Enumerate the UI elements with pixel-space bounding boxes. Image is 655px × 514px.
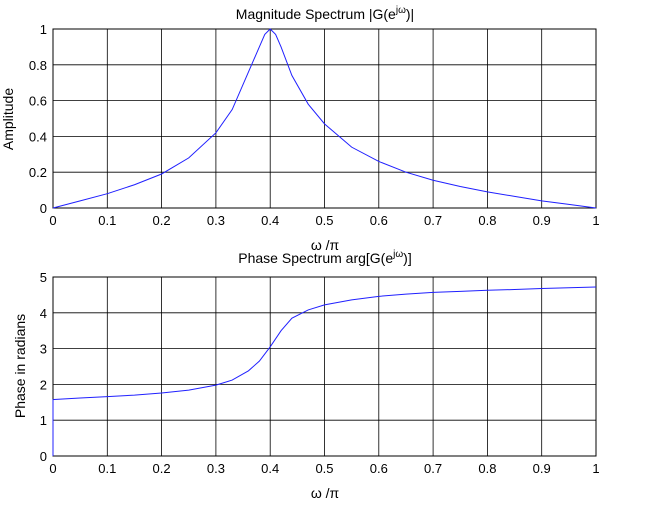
phase-y-tick-label: 2 bbox=[40, 377, 47, 392]
magnitude-x-tick-label: 0.7 bbox=[424, 213, 442, 228]
phase-title-superscript: jω bbox=[392, 249, 403, 260]
magnitude-x-tick-label: 1 bbox=[592, 213, 599, 228]
magnitude-title: Magnitude Spectrum |G(ejω)| bbox=[236, 5, 414, 22]
phase-x-tick-label: 0.8 bbox=[478, 461, 496, 476]
magnitude-y-label: Amplitude bbox=[0, 88, 16, 150]
phase-x-tick-label: 0.1 bbox=[98, 461, 116, 476]
phase-title: Phase Spectrum arg[G(ejω)] bbox=[238, 249, 411, 266]
phase-x-label: ω /π bbox=[311, 485, 340, 501]
magnitude-x-label: ω /π bbox=[311, 237, 340, 253]
magnitude-x-tick-label: 0.9 bbox=[533, 213, 551, 228]
phase-y-tick-label: 4 bbox=[40, 306, 47, 321]
phase-y-ticks: 0 1 2 3 4 5 bbox=[40, 270, 47, 464]
phase-x-tick-label: 0 bbox=[49, 461, 56, 476]
phase-x-tick-label: 0.7 bbox=[424, 461, 442, 476]
magnitude-x-tick-label: 0.8 bbox=[478, 213, 496, 228]
magnitude-title-main: Magnitude Spectrum |G(e bbox=[236, 6, 396, 22]
magnitude-x-tick-label: 0.1 bbox=[98, 213, 116, 228]
magnitude-grid bbox=[52, 28, 597, 209]
phase-x-tick-label: 0.2 bbox=[153, 461, 171, 476]
phase-x-tick-label: 0.4 bbox=[261, 461, 279, 476]
phase-series-line bbox=[52, 286, 597, 456]
phase-axes-frame bbox=[52, 276, 597, 457]
phase-title-main: Phase Spectrum arg[G(e bbox=[238, 250, 393, 266]
phase-y-label: Phase in radians bbox=[12, 314, 28, 418]
magnitude-x-tick-label: 0.5 bbox=[315, 213, 333, 228]
phase-y-tick-label: 5 bbox=[40, 270, 47, 285]
magnitude-y-tick-label: 0 bbox=[40, 201, 47, 216]
phase-x-tick-label: 0.6 bbox=[370, 461, 388, 476]
magnitude-plot: Magnitude Spectrum |G(ejω)| 0 0.1 0.2 0.3 0.… bbox=[0, 5, 600, 253]
magnitude-series-line bbox=[52, 28, 597, 209]
magnitude-axes-frame bbox=[52, 28, 597, 209]
magnitude-title-suffix: )| bbox=[406, 6, 414, 22]
magnitude-x-ticks: 0 0.1 0.2 0.3 0.4 0.5 0.6 0.7 0.8 0.9 1 bbox=[49, 213, 599, 228]
magnitude-x-tick-label: 0.3 bbox=[207, 213, 225, 228]
magnitude-y-tick-label: 0.6 bbox=[29, 94, 47, 109]
phase-y-tick-label: 1 bbox=[40, 413, 47, 428]
phase-title-suffix: )] bbox=[403, 250, 412, 266]
phase-grid bbox=[52, 276, 597, 457]
phase-x-tick-label: 0.9 bbox=[533, 461, 551, 476]
magnitude-x-tick-label: 0.2 bbox=[153, 213, 171, 228]
magnitude-x-tick-label: 0.4 bbox=[261, 213, 279, 228]
magnitude-y-ticks: 0 0.2 0.4 0.6 0.8 1 bbox=[29, 22, 47, 216]
phase-y-tick-label: 0 bbox=[40, 449, 47, 464]
magnitude-y-tick-label: 1 bbox=[40, 22, 47, 37]
phase-x-tick-label: 0.3 bbox=[207, 461, 225, 476]
magnitude-y-tick-label: 0.8 bbox=[29, 58, 47, 73]
magnitude-y-tick-label: 0.4 bbox=[29, 129, 47, 144]
phase-x-tick-label: 0.5 bbox=[315, 461, 333, 476]
phase-x-ticks: 0 0.1 0.2 0.3 0.4 0.5 0.6 0.7 0.8 0.9 1 bbox=[49, 461, 599, 476]
magnitude-y-tick-label: 0.2 bbox=[29, 165, 47, 180]
phase-y-tick-label: 3 bbox=[40, 342, 47, 357]
phase-plot: Phase Spectrum arg[G(ejω)] 0 0.1 0.2 0.3 0.4… bbox=[12, 249, 600, 501]
magnitude-x-tick-label: 0 bbox=[49, 213, 56, 228]
magnitude-title-superscript: jω bbox=[395, 5, 406, 16]
magnitude-x-tick-label: 0.6 bbox=[370, 213, 388, 228]
phase-x-tick-label: 1 bbox=[592, 461, 599, 476]
